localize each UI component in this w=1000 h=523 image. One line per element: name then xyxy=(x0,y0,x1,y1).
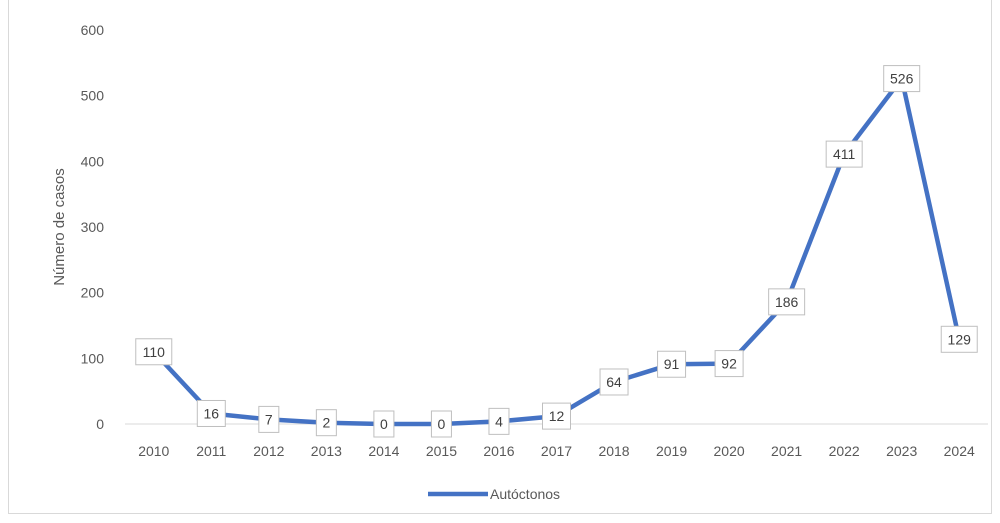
data-label: 4 xyxy=(488,407,510,435)
data-label-box xyxy=(657,350,687,378)
data-label-value: 16 xyxy=(204,405,220,421)
data-label-box xyxy=(135,338,173,366)
y-axis-title: Número de casos xyxy=(51,168,68,286)
legend: Autóctonos xyxy=(428,486,560,502)
x-tick-label: 2017 xyxy=(541,443,572,459)
data-label-value: 0 xyxy=(438,416,446,432)
data-label: 2 xyxy=(315,409,337,437)
data-labels-layer: 110 16 7 2 0 0 4 12 64 91 92 186 411 526 129 xyxy=(135,65,978,438)
data-label: 129 xyxy=(940,325,978,353)
data-label-value: 411 xyxy=(833,146,856,162)
data-label-box xyxy=(599,368,629,396)
data-label-value: 4 xyxy=(495,413,503,429)
data-label-box xyxy=(714,350,744,378)
x-tick-label: 2018 xyxy=(598,443,629,459)
data-label: 92 xyxy=(714,350,744,378)
legend-label: Autóctonos xyxy=(490,486,560,502)
data-label-box xyxy=(430,410,452,438)
data-label-value: 129 xyxy=(948,331,972,347)
x-tick-label: 2019 xyxy=(656,443,687,459)
data-label: 0 xyxy=(373,410,395,438)
data-label-box xyxy=(940,325,978,353)
data-label-value: 110 xyxy=(143,344,166,360)
data-label: 7 xyxy=(258,405,280,433)
data-label-value: 186 xyxy=(775,294,799,310)
x-tick-label: 2023 xyxy=(886,443,917,459)
data-label-value: 526 xyxy=(890,71,914,87)
y-tick-label: 0 xyxy=(96,416,104,432)
x-axis: 2010 2011 2012 2013 2014 2015 2016 2017 2018 2019… xyxy=(138,443,975,459)
y-tick-label: 100 xyxy=(81,350,105,366)
data-label-box xyxy=(768,288,806,316)
data-label-value: 0 xyxy=(380,416,388,432)
data-label-value: 92 xyxy=(721,356,737,372)
y-tick-label: 200 xyxy=(81,285,105,301)
data-label: 526 xyxy=(883,65,921,93)
data-label-value: 2 xyxy=(322,415,330,431)
y-axis: 0 100 200 300 400 500 600 xyxy=(81,22,105,432)
data-label-box xyxy=(196,399,226,427)
data-label-box xyxy=(825,140,863,168)
data-label-box xyxy=(258,405,280,433)
y-tick-label: 400 xyxy=(81,153,105,169)
x-tick-label: 2024 xyxy=(944,443,975,459)
data-label-box xyxy=(542,402,571,430)
data-label-value: 7 xyxy=(265,411,273,427)
data-label-value: 64 xyxy=(606,374,622,390)
data-label: 91 xyxy=(657,350,687,378)
x-tick-label: 2013 xyxy=(311,443,342,459)
x-tick-label: 2015 xyxy=(426,443,457,459)
data-label-box xyxy=(315,409,337,437)
series-layer xyxy=(151,76,962,427)
data-label-box xyxy=(373,410,395,438)
y-tick-label: 300 xyxy=(81,219,105,235)
data-label: 64 xyxy=(599,368,629,396)
data-label: 0 xyxy=(430,410,452,438)
y-tick-label: 600 xyxy=(81,22,105,38)
x-tick-label: 2022 xyxy=(829,443,860,459)
data-label: 411 xyxy=(825,140,863,168)
series-line xyxy=(151,76,962,427)
data-label: 12 xyxy=(542,402,571,430)
x-tick-label: 2016 xyxy=(483,443,514,459)
data-label: 186 xyxy=(768,288,806,316)
data-label-value: 12 xyxy=(549,408,565,424)
data-label: 16 xyxy=(196,399,226,427)
data-label: 110 xyxy=(135,338,173,366)
chart-frame xyxy=(8,0,992,514)
data-label-box xyxy=(488,407,510,435)
data-label-box xyxy=(883,65,921,93)
x-tick-label: 2012 xyxy=(253,443,284,459)
x-tick-label: 2010 xyxy=(138,443,169,459)
x-tick-label: 2014 xyxy=(368,443,399,459)
data-label-value: 91 xyxy=(664,356,680,372)
y-tick-label: 500 xyxy=(81,88,105,104)
x-tick-label: 2021 xyxy=(771,443,802,459)
x-tick-label: 2020 xyxy=(714,443,745,459)
x-tick-label: 2011 xyxy=(196,443,226,459)
